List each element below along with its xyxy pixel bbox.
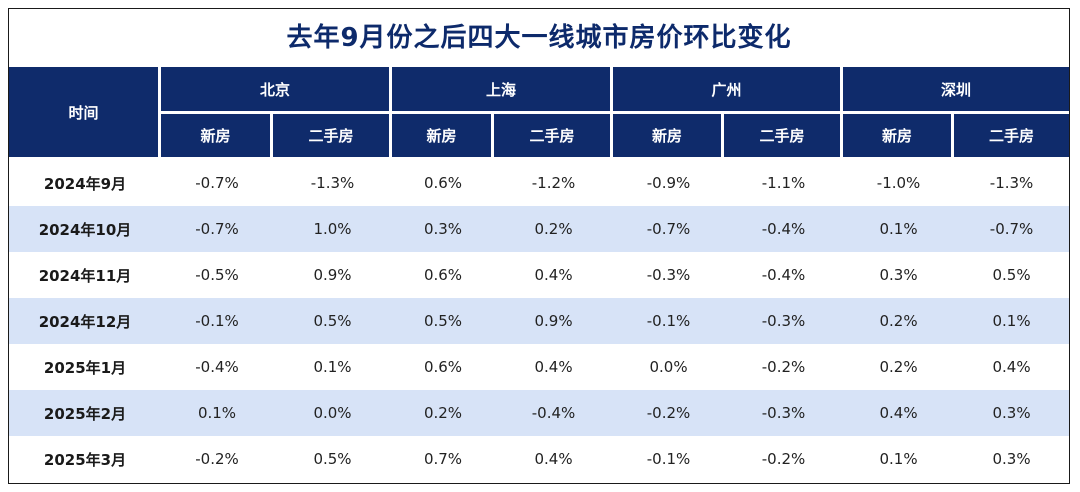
value-cell: -0.9%: [646, 174, 691, 192]
subheader-new: 新房: [392, 114, 495, 160]
subheader-new: 新房: [613, 114, 725, 160]
value-cell: 0.2%: [494, 206, 614, 252]
value-cell: -0.7%: [161, 206, 273, 252]
value-cell: 0.2%: [392, 390, 495, 436]
city-header-shenzhen: 深圳: [843, 67, 1070, 114]
value-cell: 0.4%: [843, 390, 955, 436]
value-cell: -0.4%: [761, 266, 806, 284]
value-cell: -0.3%: [646, 266, 691, 284]
value-cell: -0.1%: [613, 298, 725, 344]
value-cell: -0.7%: [954, 206, 1070, 252]
subheader-resale: 二手房: [494, 114, 614, 160]
value-cell: 0.1%: [161, 390, 273, 436]
value-cell: -0.2%: [761, 450, 806, 468]
value-cell: 0.0%: [649, 358, 688, 376]
table-row: 2025年1月 -0.4% 0.1% 0.6% 0.4% 0.0% -0.2% 0.2% 0.4…: [9, 344, 1069, 390]
value-cell: -0.3%: [724, 390, 844, 436]
value-cell: 0.7%: [423, 450, 463, 468]
time-header: 时间: [9, 67, 161, 160]
subheader-resale: 二手房: [954, 114, 1070, 160]
value-cell: -1.3%: [310, 174, 355, 192]
value-cell: 0.5%: [313, 450, 352, 468]
value-cell: 0.1%: [879, 450, 918, 468]
value-cell: 0.9%: [494, 298, 614, 344]
month-cell: 2024年11月: [38, 266, 132, 285]
table-row: 2024年9月 -0.7% -1.3% 0.6% -1.2% -0.9% -1.1% -1.0…: [9, 160, 1069, 206]
value-cell: -0.4%: [195, 358, 239, 376]
value-cell: -0.4%: [724, 206, 844, 252]
value-cell: 0.3%: [392, 206, 495, 252]
value-cell: 0.4%: [992, 358, 1031, 376]
value-cell: 0.1%: [313, 358, 352, 376]
month-cell: 2025年3月: [43, 450, 127, 469]
value-cell: 1.0%: [273, 206, 393, 252]
city-header-shanghai: 上海: [392, 67, 614, 114]
table-row: 2025年3月 -0.2% 0.5% 0.7% 0.4% -0.1% -0.2% 0.1% 0.…: [9, 436, 1069, 482]
month-cell: 2024年10月: [9, 206, 161, 252]
value-cell: 0.2%: [843, 298, 955, 344]
subheader-resale: 二手房: [273, 114, 393, 160]
value-cell: -0.4%: [494, 390, 614, 436]
subheader-new: 新房: [161, 114, 273, 160]
value-cell: -0.7%: [195, 174, 239, 192]
value-cell: 0.1%: [954, 298, 1070, 344]
value-cell: 0.6%: [423, 358, 463, 376]
value-cell: 0.5%: [273, 298, 393, 344]
value-cell: -1.0%: [876, 174, 921, 192]
value-cell: 0.6%: [423, 266, 463, 284]
table-row: 2025年2月 0.1% 0.0% 0.2% -0.4% -0.2% -0.3% 0.4% 0.…: [9, 390, 1070, 436]
month-cell: 2024年12月: [9, 298, 161, 344]
value-cell: 0.3%: [954, 390, 1070, 436]
value-cell: 0.2%: [879, 358, 918, 376]
month-cell: 2024年9月: [43, 174, 127, 193]
value-cell: 0.5%: [392, 298, 495, 344]
price-table: 时间 北京 上海 广州 深圳 新房 二手房 新房 二手房 新房 二手房 新房 二…: [9, 67, 1070, 482]
value-cell: -0.1%: [161, 298, 273, 344]
value-cell: 0.6%: [423, 174, 463, 192]
table-row: 2024年11月 -0.5% 0.9% 0.6% 0.4% -0.3% -0.4% 0.3% 0…: [9, 252, 1069, 298]
value-cell: 0.0%: [273, 390, 393, 436]
value-cell: -0.3%: [724, 298, 844, 344]
subheader-new: 新房: [843, 114, 955, 160]
value-cell: -0.5%: [195, 266, 239, 284]
table-frame: 去年9月份之后四大一线城市房价环比变化 时间 北京 上海 广州 深圳 新房 二手…: [8, 8, 1070, 484]
subheader-resale: 二手房: [724, 114, 844, 160]
value-cell: -0.2%: [761, 358, 806, 376]
value-cell: -1.2%: [531, 174, 576, 192]
value-cell: -1.1%: [761, 174, 806, 192]
value-cell: -0.2%: [195, 450, 239, 468]
value-cell: 0.1%: [843, 206, 955, 252]
value-cell: 0.9%: [313, 266, 352, 284]
value-cell: 0.4%: [534, 450, 573, 468]
value-cell: 0.3%: [992, 450, 1031, 468]
value-cell: -1.3%: [989, 174, 1034, 192]
city-header-guangzhou: 广州: [613, 67, 844, 114]
month-cell: 2025年1月: [43, 358, 127, 377]
value-cell: 0.4%: [534, 358, 573, 376]
table-body: 2024年9月 -0.7% -1.3% 0.6% -1.2% -0.9% -1.1% -1.0…: [9, 160, 1070, 482]
table-row: 2024年10月 -0.7% 1.0% 0.3% 0.2% -0.7% -0.4% 0.1% -…: [9, 206, 1070, 252]
table-row: 2024年12月 -0.1% 0.5% 0.5% 0.9% -0.1% -0.3% 0.2% 0…: [9, 298, 1070, 344]
month-cell: 2025年2月: [9, 390, 161, 436]
value-cell: -0.1%: [646, 450, 691, 468]
value-cell: -0.7%: [613, 206, 725, 252]
city-header-beijing: 北京: [161, 67, 393, 114]
value-cell: 0.3%: [879, 266, 918, 284]
value-cell: 0.4%: [534, 266, 573, 284]
value-cell: 0.5%: [992, 266, 1031, 284]
page-title: 去年9月份之后四大一线城市房价环比变化: [286, 23, 792, 53]
value-cell: -0.2%: [613, 390, 725, 436]
